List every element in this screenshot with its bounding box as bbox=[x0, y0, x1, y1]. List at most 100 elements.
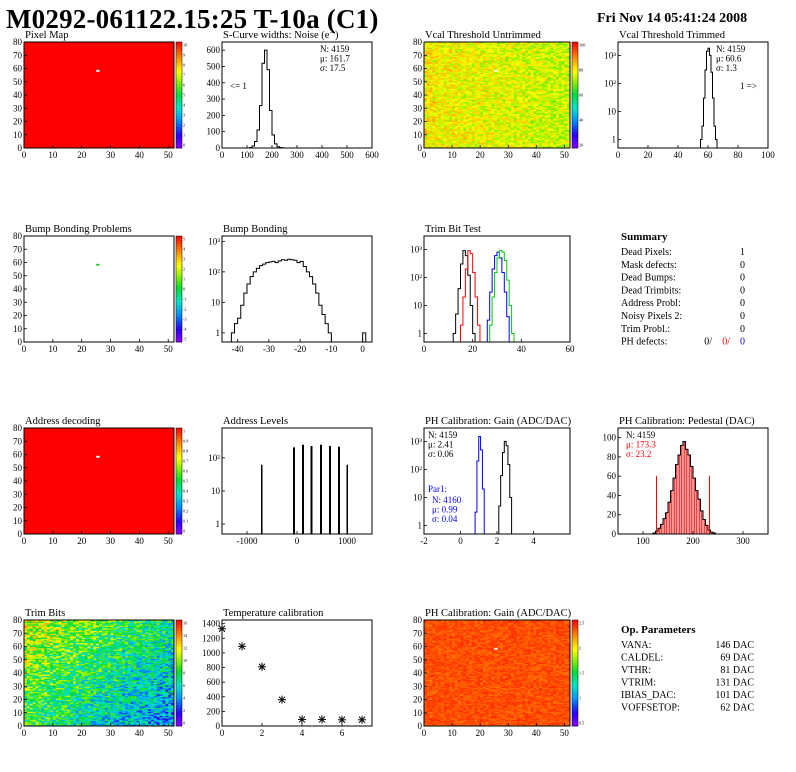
heatmap-cell bbox=[550, 53, 554, 56]
heatmap-cell bbox=[561, 45, 565, 48]
colorbar-segment bbox=[176, 97, 182, 101]
heatmap-cell bbox=[426, 96, 431, 99]
heatmap-cell bbox=[52, 720, 57, 723]
heatmap-cell bbox=[494, 87, 498, 89]
heatmap-cell bbox=[555, 52, 560, 55]
heatmap-cell bbox=[550, 64, 554, 67]
heatmap-cell bbox=[553, 121, 557, 124]
heatmap-cell bbox=[553, 52, 557, 55]
heatmap-cell bbox=[497, 102, 501, 105]
heatmap-cell bbox=[454, 138, 459, 141]
heatmap-cell bbox=[567, 43, 571, 46]
heatmap-cell bbox=[485, 80, 489, 83]
y-tick-label: 400 bbox=[207, 78, 221, 88]
heatmap-cell bbox=[67, 719, 71, 722]
heatmap-cell bbox=[449, 113, 453, 116]
heatmap-cell bbox=[541, 109, 546, 112]
heatmap-cell bbox=[541, 113, 546, 116]
heatmap-cell bbox=[539, 109, 543, 112]
heatmap-cell bbox=[502, 59, 506, 61]
heatmap-cell bbox=[471, 125, 475, 128]
heatmap-cell bbox=[435, 81, 439, 84]
heatmap-cell bbox=[466, 102, 470, 105]
heatmap-cell bbox=[443, 72, 447, 75]
heatmap-cell bbox=[539, 95, 543, 97]
heatmap-cell bbox=[533, 65, 537, 68]
heatmap-cell bbox=[482, 104, 487, 107]
heatmap-cell bbox=[508, 75, 512, 77]
heatmap-cell bbox=[558, 112, 562, 114]
heatmap-cell bbox=[432, 95, 436, 97]
heatmap-cell bbox=[424, 98, 428, 101]
heatmap-cell bbox=[527, 122, 532, 125]
heatmap-cell bbox=[435, 129, 439, 132]
heatmap-cell bbox=[491, 63, 495, 65]
heatmap-cell bbox=[438, 85, 442, 88]
heatmap-cell bbox=[485, 51, 489, 54]
heatmap-cell bbox=[527, 104, 532, 107]
heatmap-cell bbox=[502, 61, 506, 64]
heatmap-cell bbox=[491, 117, 495, 120]
heatmap-cell bbox=[511, 144, 515, 146]
heatmap-cell bbox=[443, 97, 447, 100]
heatmap-cell bbox=[547, 104, 551, 107]
heatmap-cell bbox=[460, 140, 464, 142]
heatmap-cell bbox=[555, 102, 560, 105]
heatmap-cell bbox=[474, 142, 478, 145]
heatmap-cell bbox=[550, 85, 554, 88]
heatmap-cell bbox=[567, 88, 571, 91]
heatmap-cell bbox=[457, 73, 461, 76]
heatmap-cell bbox=[558, 98, 562, 101]
heatmap-cell bbox=[553, 47, 557, 50]
heatmap-cell bbox=[454, 136, 459, 138]
heatmap-cell bbox=[516, 77, 520, 80]
heatmap-cell bbox=[432, 130, 436, 133]
heatmap-cell bbox=[466, 105, 470, 108]
colorbar-label: 0 bbox=[183, 529, 185, 534]
heatmap-cell bbox=[536, 133, 540, 136]
heatmap-cell bbox=[452, 83, 456, 85]
heatmap-cell bbox=[463, 114, 467, 117]
colorbar-segment bbox=[176, 451, 182, 455]
heatmap-cell bbox=[522, 88, 526, 91]
heatmap-cell bbox=[429, 108, 433, 110]
heatmap-cell bbox=[435, 59, 439, 61]
heatmap-cell bbox=[26, 719, 31, 722]
heatmap-cell bbox=[485, 117, 489, 120]
heatmap-cell bbox=[477, 91, 481, 93]
heatmap-cell bbox=[497, 80, 501, 83]
heatmap-cell bbox=[527, 91, 532, 93]
heatmap-cell bbox=[482, 51, 487, 54]
heatmap-cell bbox=[438, 61, 442, 64]
heatmap-cell bbox=[547, 61, 551, 64]
heatmap-cell bbox=[452, 43, 456, 46]
heatmap-cell bbox=[446, 95, 450, 97]
heatmap-cell bbox=[454, 49, 459, 52]
heatmap-cell bbox=[567, 69, 571, 72]
heatmap-cell bbox=[133, 720, 137, 723]
heatmap-cell bbox=[536, 117, 540, 120]
heatmap-cell bbox=[541, 73, 546, 76]
heatmap-cell bbox=[463, 60, 467, 63]
heatmap-cell bbox=[482, 57, 487, 60]
heatmap-cell bbox=[488, 67, 492, 69]
heatmap-cell bbox=[452, 88, 456, 91]
heatmap-cell bbox=[443, 106, 447, 109]
heatmap-cell bbox=[432, 81, 436, 84]
heatmap-cell bbox=[519, 71, 523, 73]
heatmap-cell bbox=[435, 87, 439, 89]
heatmap-cell bbox=[480, 81, 484, 84]
heatmap-cell bbox=[567, 133, 571, 136]
heatmap-cell bbox=[564, 128, 568, 130]
heatmap-cell bbox=[485, 84, 489, 87]
heatmap-cell bbox=[530, 98, 534, 101]
heatmap-cell bbox=[440, 106, 445, 109]
heatmap-cell bbox=[471, 77, 475, 80]
heatmap-cell bbox=[511, 43, 515, 46]
heatmap-cell bbox=[516, 44, 520, 47]
heatmap-cell bbox=[466, 108, 470, 110]
heatmap-cell bbox=[547, 121, 551, 124]
heatmap-cell bbox=[497, 142, 501, 145]
heatmap-cell bbox=[527, 145, 532, 148]
heatmap-cell bbox=[452, 81, 456, 84]
